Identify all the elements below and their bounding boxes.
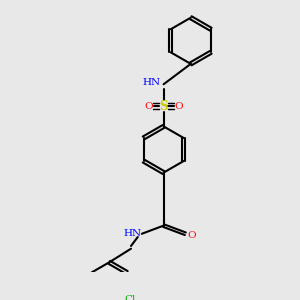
Text: O: O bbox=[174, 101, 183, 110]
Text: O: O bbox=[144, 101, 153, 110]
Text: HN: HN bbox=[142, 78, 160, 87]
Text: O: O bbox=[187, 231, 196, 240]
Text: S: S bbox=[159, 100, 168, 112]
Text: Cl: Cl bbox=[124, 295, 135, 300]
Text: HN: HN bbox=[123, 229, 141, 238]
